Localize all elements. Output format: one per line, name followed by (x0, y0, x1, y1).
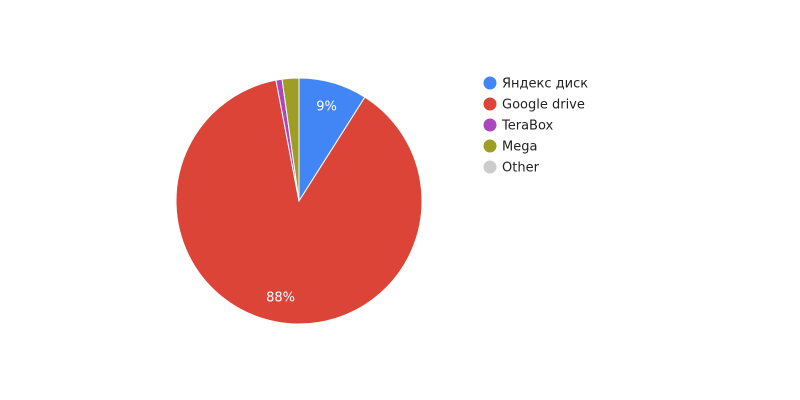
slice-data-label: 88% (266, 291, 295, 306)
slice-data-label: 9% (316, 100, 337, 115)
legend-item[interactable]: TeraBox (483, 118, 554, 134)
pie-slice-mega-3[interactable] (281, 77, 300, 202)
legend-label: Mega (502, 140, 537, 155)
legend-item[interactable]: Google drive (483, 97, 585, 113)
legend-item[interactable]: Яндекс диск (483, 76, 589, 92)
legend-marker (483, 139, 497, 153)
legend-label: Google drive (502, 98, 585, 113)
legend-marker (483, 97, 497, 111)
legend: Яндекс диск Google drive TeraBox Mega Other (483, 76, 589, 176)
legend-marker (483, 160, 497, 174)
pie-slices: 9% 88% (175, 77, 423, 325)
legend-item[interactable]: Other (483, 160, 540, 176)
legend-marker (483, 118, 497, 132)
legend-label: Яндекс диск (502, 77, 588, 92)
legend-marker (483, 76, 497, 90)
pie-slice-google-drive-1[interactable] (175, 79, 423, 325)
legend-label: TeraBox (501, 119, 554, 134)
legend-item[interactable]: Mega (483, 139, 538, 155)
legend-label: Other (502, 161, 540, 176)
